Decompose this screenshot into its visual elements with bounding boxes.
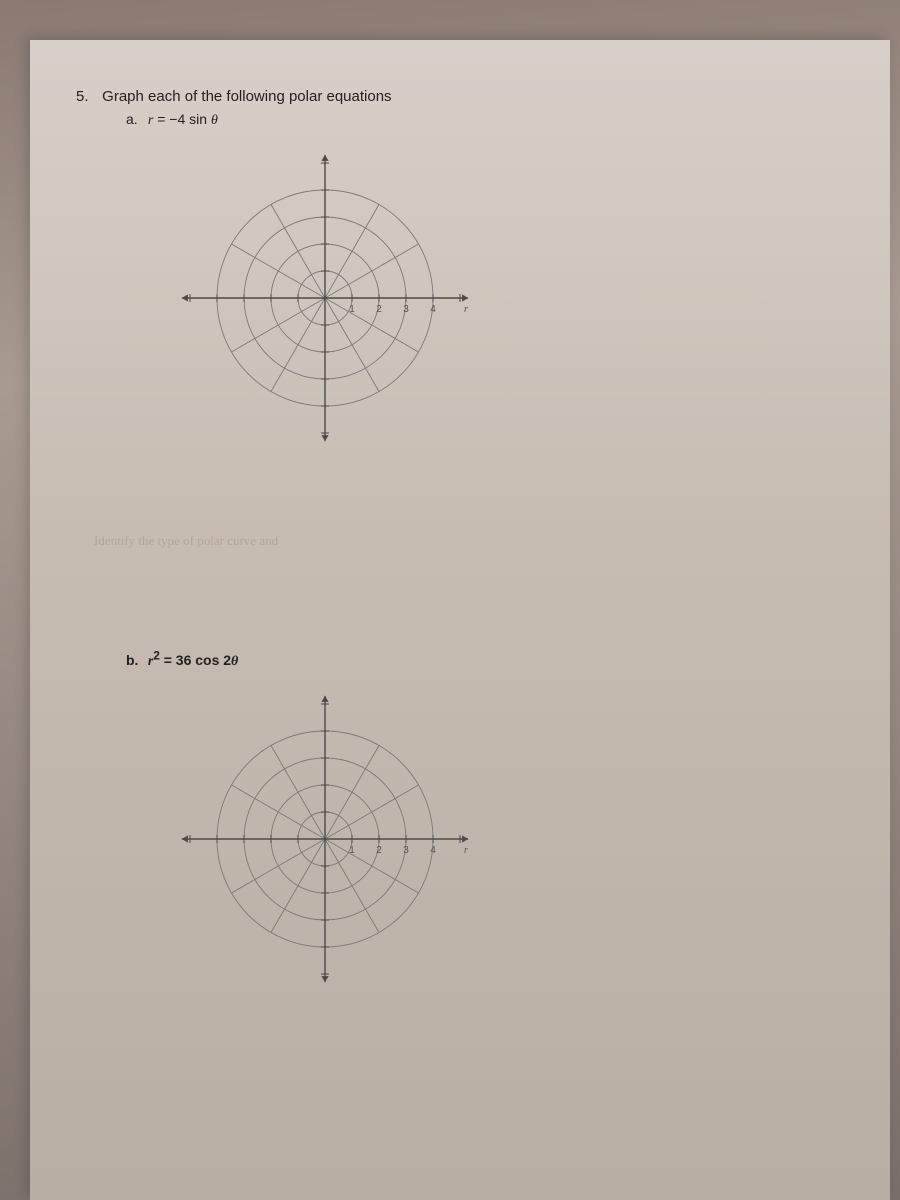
- polar-grid-a: 1 2 3 4 r: [160, 133, 490, 463]
- part-a-label: a.: [126, 111, 144, 127]
- svg-text:4: 4: [430, 304, 436, 315]
- question-number: 5.: [76, 88, 98, 105]
- worksheet-page: 5. Graph each of the following polar equ…: [30, 40, 890, 1200]
- part-b-label: b.: [126, 652, 144, 668]
- svg-text:2: 2: [376, 304, 382, 315]
- svg-text:3: 3: [403, 304, 409, 315]
- graph-a-wrap: 1 2 3 4 r: [160, 133, 850, 463]
- part-b-equation: r2 = 36 cos 2θ: [148, 652, 238, 668]
- svg-text:1: 1: [349, 845, 355, 856]
- svg-text:4: 4: [430, 845, 436, 856]
- polar-grid-b: 1 2 3 4 r: [160, 674, 490, 1004]
- part-a: a. r = −4 sin θ: [126, 111, 850, 129]
- part-a-equation: r = −4 sin θ: [148, 111, 218, 127]
- svg-text:3: 3: [403, 845, 409, 856]
- bleed-through-text: Identify the type of polar curve and: [94, 533, 850, 549]
- part-b: b. r2 = 36 cos 2θ: [126, 649, 850, 670]
- question-title: 5. Graph each of the following polar equ…: [76, 88, 850, 105]
- svg-text:r: r: [464, 304, 468, 315]
- svg-text:2: 2: [376, 845, 382, 856]
- svg-text:1: 1: [349, 304, 355, 315]
- graph-b-wrap: 1 2 3 4 r: [160, 674, 850, 1004]
- svg-text:r: r: [464, 845, 468, 856]
- question-prompt: Graph each of the following polar equati…: [102, 88, 391, 105]
